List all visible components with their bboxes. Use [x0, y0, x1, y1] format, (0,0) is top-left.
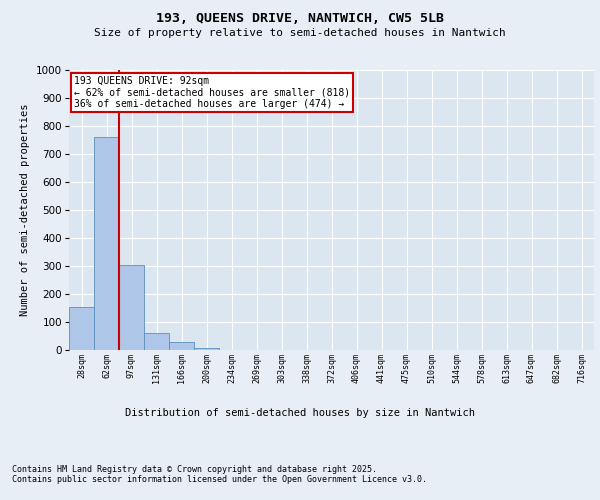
Bar	[169, 342, 194, 350]
Bar	[194, 348, 219, 350]
Bar	[69, 306, 94, 350]
Text: Distribution of semi-detached houses by size in Nantwich: Distribution of semi-detached houses by …	[125, 408, 475, 418]
Bar	[144, 333, 169, 350]
Bar	[119, 264, 144, 350]
Y-axis label: Number of semi-detached properties: Number of semi-detached properties	[20, 104, 31, 316]
Text: Size of property relative to semi-detached houses in Nantwich: Size of property relative to semi-detach…	[94, 28, 506, 38]
Text: 193, QUEENS DRIVE, NANTWICH, CW5 5LB: 193, QUEENS DRIVE, NANTWICH, CW5 5LB	[156, 12, 444, 26]
Bar	[94, 137, 119, 350]
Text: 193 QUEENS DRIVE: 92sqm
← 62% of semi-detached houses are smaller (818)
36% of s: 193 QUEENS DRIVE: 92sqm ← 62% of semi-de…	[74, 76, 350, 109]
Text: Contains HM Land Registry data © Crown copyright and database right 2025.
Contai: Contains HM Land Registry data © Crown c…	[12, 465, 427, 484]
